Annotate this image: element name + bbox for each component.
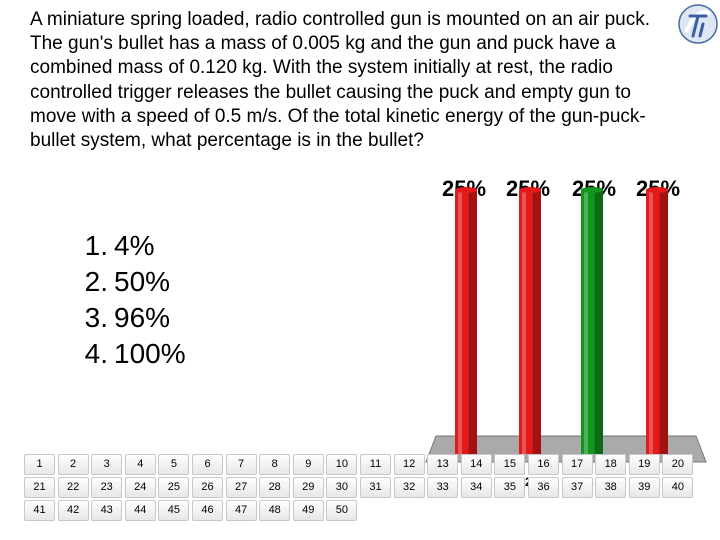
response-cell-37: 37 — [561, 477, 593, 498]
response-cell-35: 35 — [494, 477, 526, 498]
response-cell-11: 11 — [360, 454, 391, 475]
response-cell-19: 19 — [628, 454, 660, 475]
answer-number: 3. — [84, 302, 108, 333]
bar-value-label-4: 25% — [636, 176, 681, 201]
response-cell-34: 34 — [460, 477, 492, 498]
response-cell-1: 1 — [24, 454, 55, 475]
response-cell-10: 10 — [326, 454, 358, 475]
response-cell-16: 16 — [528, 454, 559, 475]
response-cell-36: 36 — [528, 477, 559, 498]
response-cell-31: 31 — [360, 477, 391, 498]
response-cell-8: 8 — [259, 454, 291, 475]
bar-shade-2 — [532, 190, 541, 454]
response-cell-14: 14 — [460, 454, 492, 475]
bar-1 — [455, 190, 477, 454]
response-cell-20: 20 — [662, 454, 694, 475]
response-cell-7: 7 — [225, 454, 257, 475]
response-cell-40: 40 — [662, 477, 694, 498]
response-cell-22: 22 — [57, 477, 89, 498]
bar-value-label-1: 25% — [442, 176, 487, 201]
response-cell-23: 23 — [91, 477, 123, 498]
response-cell-38: 38 — [595, 477, 627, 498]
bar-shade-1 — [468, 190, 477, 454]
response-cell-44: 44 — [124, 500, 156, 521]
response-cell-41: 41 — [24, 500, 55, 521]
response-grid: 1 2 3 4 5 6 7 8 9 10 11 12 13 14 15 16 17 18 19 20 21 22 23 24 2… — [0, 452, 720, 540]
response-cell-12: 12 — [393, 454, 425, 475]
response-cell-47: 47 — [225, 500, 257, 521]
response-cell-5: 5 — [158, 454, 190, 475]
bar-value-label-2: 25% — [506, 176, 551, 201]
answer-option-3[interactable]: 3. 96% — [60, 300, 186, 336]
response-cell-13: 13 — [427, 454, 459, 475]
response-cell-27: 27 — [225, 477, 257, 498]
response-cell-49: 49 — [292, 500, 324, 521]
answer-text: 50% — [114, 266, 171, 297]
response-cell-33: 33 — [427, 477, 459, 498]
answer-option-4[interactable]: 4. 100% — [60, 336, 186, 372]
answer-text: 4% — [114, 230, 155, 261]
response-cell-9: 9 — [292, 454, 324, 475]
response-cell-45: 45 — [158, 500, 190, 521]
bar-2 — [519, 190, 541, 454]
bar-4 — [646, 190, 668, 454]
response-cell-24: 24 — [124, 477, 156, 498]
response-cell-43: 43 — [91, 500, 123, 521]
response-cell-2: 2 — [57, 454, 89, 475]
response-cell-15: 15 — [494, 454, 526, 475]
response-cell-3: 3 — [91, 454, 123, 475]
response-cell-18: 18 — [595, 454, 627, 475]
answer-text: 100% — [114, 338, 186, 369]
turningpoint-logo-icon — [678, 4, 718, 44]
answer-number: 1. — [84, 230, 108, 261]
bar-shade-4 — [659, 190, 668, 454]
answer-text: 96% — [114, 302, 171, 333]
response-cell-50: 50 — [326, 500, 358, 521]
response-cell-4: 4 — [124, 454, 156, 475]
response-cell-29: 29 — [292, 477, 324, 498]
response-cell-42: 42 — [57, 500, 89, 521]
answer-list: 1. 4% 2. 50% 3. 96% 4. 100% — [60, 228, 186, 372]
response-cell-32: 32 — [393, 477, 425, 498]
response-cell-30: 30 — [326, 477, 358, 498]
bar-highlight-2 — [522, 190, 526, 454]
answer-number: 4. — [84, 338, 108, 369]
response-cell-21: 21 — [24, 477, 55, 498]
response-cell-48: 48 — [259, 500, 291, 521]
response-cell-26: 26 — [192, 477, 223, 498]
bar-3 — [581, 190, 603, 454]
response-cell-25: 25 — [158, 477, 190, 498]
results-percent-labels: 25% 25% 25% 25% — [440, 176, 688, 212]
bar-highlight-3 — [584, 190, 588, 454]
response-cell-6: 6 — [192, 454, 223, 475]
bar-shade-3 — [594, 190, 603, 454]
bar-value-label-3: 25% — [572, 176, 617, 201]
answer-number: 2. — [84, 266, 108, 297]
response-cell-28: 28 — [259, 477, 291, 498]
response-cell-17: 17 — [561, 454, 593, 475]
bar-highlight-1 — [458, 190, 462, 454]
bar-highlight-4 — [649, 190, 653, 454]
response-cell-39: 39 — [628, 477, 660, 498]
response-cell-46: 46 — [192, 500, 223, 521]
answer-option-2[interactable]: 2. 50% — [60, 264, 186, 300]
question-text: A miniature spring loaded, radio control… — [30, 9, 650, 152]
answer-option-1[interactable]: 1. 4% — [60, 228, 186, 264]
